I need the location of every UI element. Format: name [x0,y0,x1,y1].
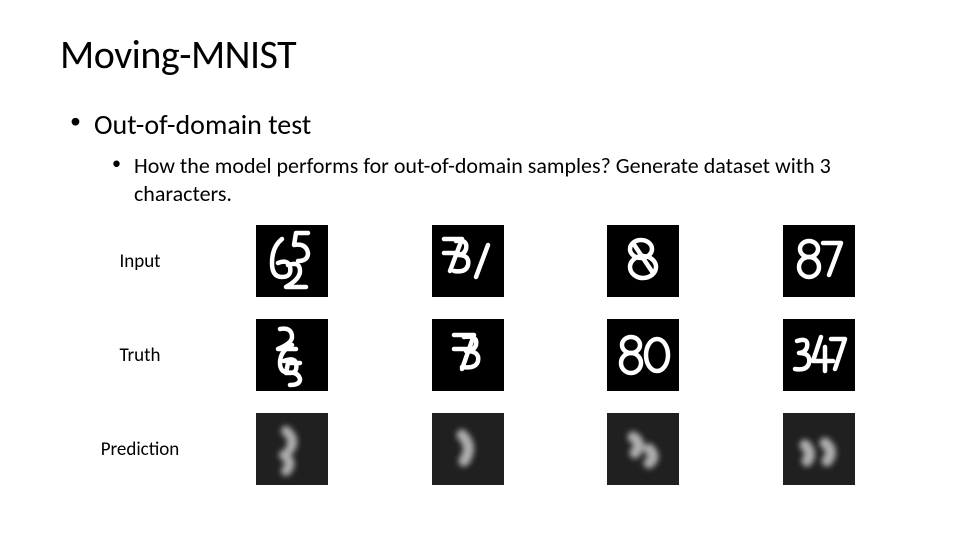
truth-thumb-3 [607,319,679,391]
input-thumb-4 [783,225,855,297]
bullet-level-2: How the model performs for out-of-domain… [112,152,900,207]
truth-thumb-4 [783,319,855,391]
input-thumb-2 [432,225,504,297]
input-thumb-1 [256,225,328,297]
truth-thumb-1 [256,319,328,391]
row-label-prediction: Prediction [88,438,198,461]
row-label-truth: Truth [88,344,198,367]
input-thumb-3 [607,225,679,297]
prediction-thumb-2 [432,413,504,485]
prediction-thumb-1 [256,413,328,485]
prediction-thumb-3 [607,413,679,485]
slide-title: Moving-MNIST [60,30,900,79]
row-label-input: Input [88,250,198,273]
bullet-level-1: Out-of-domain test [70,107,900,142]
prediction-thumb-4 [783,413,855,485]
image-grid: Input [88,225,900,485]
truth-thumb-2 [432,319,504,391]
